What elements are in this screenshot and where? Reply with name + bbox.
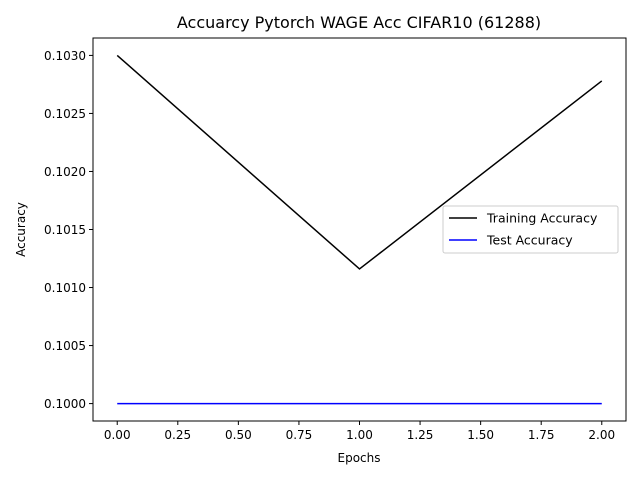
chart-title: Accuarcy Pytorch WAGE Acc CIFAR10 (61288…	[177, 13, 541, 32]
y-tick-label: 0.1030	[44, 49, 86, 63]
series-line-1	[116, 54, 603, 270]
x-tick-label: 1.50	[467, 428, 494, 442]
legend-label-2: Test Accuracy	[486, 233, 573, 248]
y-tick-label: 0.1025	[44, 107, 86, 121]
x-tick-label: 0.25	[164, 428, 191, 442]
y-axis: 0.1000 0.1005 0.1010 0.1015 0.1020 0.1025 0.10…	[44, 49, 93, 411]
x-tick-label: 0.00	[104, 428, 131, 442]
x-axis: 0.00 0.25 0.50 0.75 1.00 1.25 1.50 1.75 2.00	[104, 421, 615, 442]
x-axis-title: Epochs	[338, 451, 381, 465]
x-tick-label: 1.25	[407, 428, 434, 442]
y-tick-label: 0.1020	[44, 165, 86, 179]
y-axis-title: Accuracy	[14, 202, 28, 257]
x-tick-label: 0.75	[286, 428, 313, 442]
y-tick-label: 0.1000	[44, 397, 86, 411]
legend-box	[442, 205, 619, 254]
y-tick-label: 0.1005	[44, 339, 86, 353]
y-tick-label: 0.1015	[44, 223, 86, 237]
legend: Training Accuracy Test Accuracy	[442, 205, 619, 254]
legend-label-1: Training Accuracy	[486, 211, 598, 226]
x-tick-label: 0.50	[225, 428, 252, 442]
y-tick-label: 0.1010	[44, 281, 86, 295]
x-tick-label: 1.00	[346, 428, 373, 442]
plot-area	[116, 54, 603, 405]
x-tick-label: 2.00	[588, 428, 615, 442]
x-tick-label: 1.75	[528, 428, 555, 442]
